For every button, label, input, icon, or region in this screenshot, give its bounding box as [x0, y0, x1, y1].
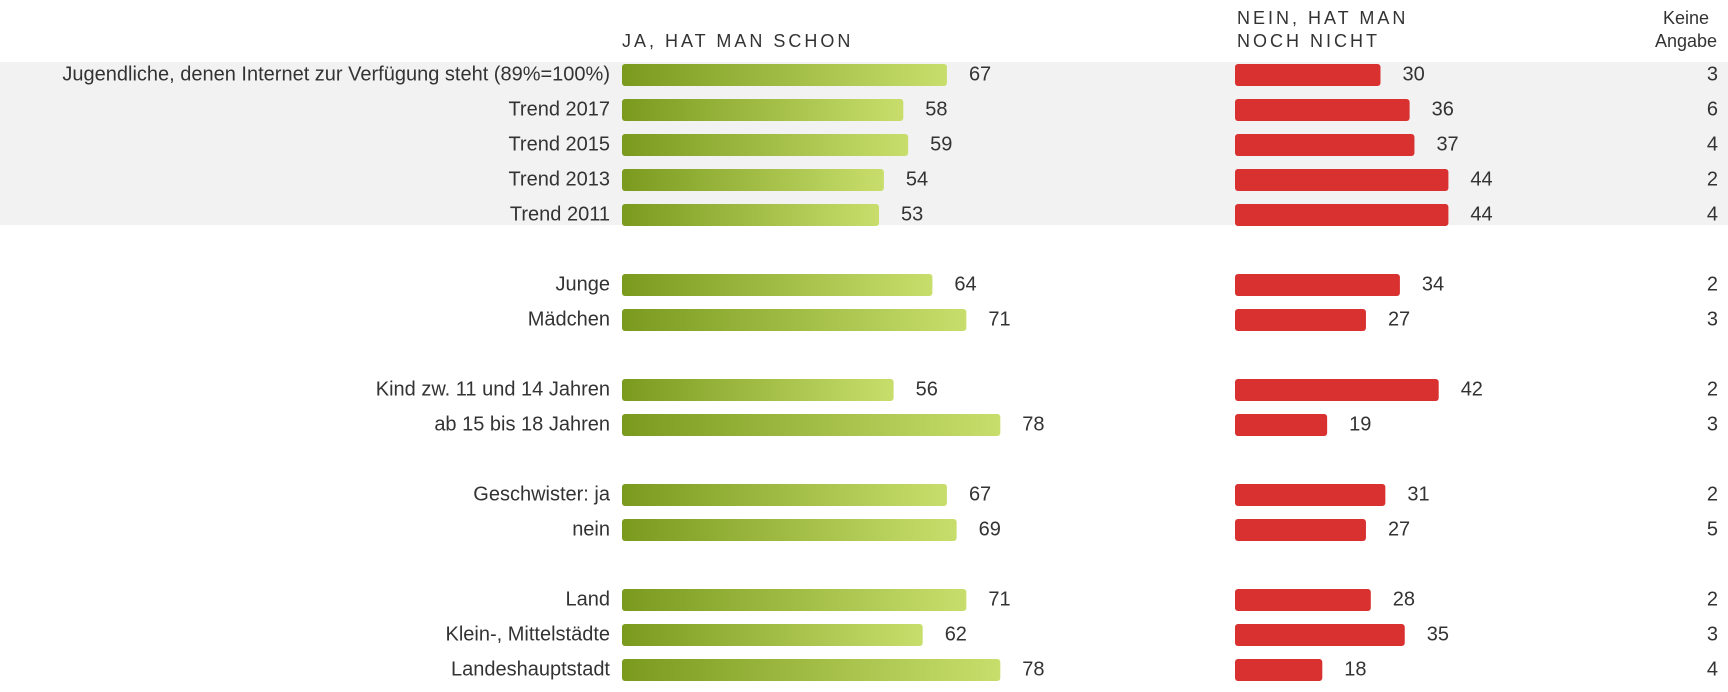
value-label: 4	[1707, 658, 1718, 680]
category-label: Trend 2013	[508, 168, 610, 190]
value-label: 2	[1707, 168, 1718, 190]
value-label: 3	[1707, 63, 1718, 85]
category-label: nein	[572, 518, 610, 540]
bar	[622, 414, 1001, 436]
value-label: 2	[1707, 483, 1718, 505]
bar	[1235, 484, 1386, 506]
category-label: Land	[566, 588, 611, 610]
value-label: 54	[906, 168, 928, 190]
value-label: 69	[979, 518, 1001, 540]
value-label: 44	[1470, 203, 1492, 225]
value-label: 71	[988, 588, 1010, 610]
value-label: 53	[901, 203, 923, 225]
value-label: 28	[1393, 588, 1415, 610]
category-label: Landeshauptstadt	[451, 658, 610, 680]
bar	[1235, 414, 1328, 436]
bar	[622, 519, 957, 541]
category-label: Kind zw. 11 und 14 Jahren	[376, 378, 610, 400]
value-label: 67	[969, 63, 991, 85]
value-label: 27	[1388, 308, 1410, 330]
legend-entry: NEIN, HAT MAN NOCH NICHT	[1237, 8, 1409, 51]
bar	[1235, 624, 1405, 646]
bar	[622, 309, 967, 331]
value-label: 4	[1707, 203, 1718, 225]
bar	[1235, 99, 1410, 121]
bar	[622, 379, 894, 401]
bar	[622, 624, 923, 646]
bar	[622, 169, 884, 191]
value-label: 2	[1707, 273, 1718, 295]
value-label: 59	[930, 133, 952, 155]
value-label: 3	[1707, 413, 1718, 435]
bar	[1235, 379, 1439, 401]
bar	[1235, 274, 1400, 296]
bar	[1235, 134, 1415, 156]
value-label: 4	[1707, 133, 1718, 155]
value-label: 44	[1470, 168, 1492, 190]
bar	[1235, 589, 1371, 611]
value-label: 34	[1422, 273, 1444, 295]
bar	[1235, 519, 1366, 541]
value-label: 56	[916, 378, 938, 400]
value-label: 36	[1432, 98, 1454, 120]
value-label: 31	[1407, 483, 1429, 505]
value-label: 62	[945, 623, 967, 645]
bar	[622, 589, 967, 611]
bar	[622, 134, 909, 156]
value-label: 30	[1403, 63, 1425, 85]
bar	[1235, 204, 1449, 226]
bar	[1235, 169, 1449, 191]
bar	[622, 64, 947, 86]
bar	[622, 204, 880, 226]
value-label: 35	[1427, 623, 1449, 645]
value-label: 71	[988, 308, 1010, 330]
category-label: Junge	[556, 273, 611, 295]
bar	[622, 99, 904, 121]
value-label: 6	[1707, 98, 1718, 120]
value-label: 42	[1461, 378, 1483, 400]
value-label: 2	[1707, 588, 1718, 610]
category-label: Mädchen	[528, 308, 610, 330]
category-label: Trend 2015	[508, 133, 610, 155]
value-label: 3	[1707, 308, 1718, 330]
legend-entry: JA, HAT MAN SCHON	[622, 31, 854, 51]
value-label: 78	[1022, 413, 1044, 435]
category-label: Trend 2011	[510, 203, 610, 225]
value-label: 67	[969, 483, 991, 505]
legend-entry: Keine Angabe	[1654, 8, 1718, 51]
bar	[622, 659, 1001, 681]
value-label: 3	[1707, 623, 1718, 645]
category-label: Geschwister: ja	[473, 483, 611, 505]
category-label: Jugendliche, denen Internet zur Verfügun…	[62, 63, 610, 85]
value-label: 58	[925, 98, 947, 120]
category-label: Trend 2017	[508, 98, 610, 120]
value-label: 5	[1707, 518, 1718, 540]
bar	[622, 274, 933, 296]
value-label: 27	[1388, 518, 1410, 540]
value-label: 2	[1707, 378, 1718, 400]
value-label: 18	[1344, 658, 1366, 680]
value-label: 19	[1349, 413, 1371, 435]
value-label: 78	[1022, 658, 1044, 680]
bar	[1235, 659, 1323, 681]
category-label: Klein-, Mittelstädte	[445, 623, 610, 645]
value-label: 37	[1436, 133, 1458, 155]
bar	[1235, 309, 1366, 331]
value-label: 64	[954, 273, 976, 295]
bar	[622, 484, 947, 506]
category-label: ab 15 bis 18 Jahren	[434, 413, 610, 435]
bar	[1235, 64, 1381, 86]
